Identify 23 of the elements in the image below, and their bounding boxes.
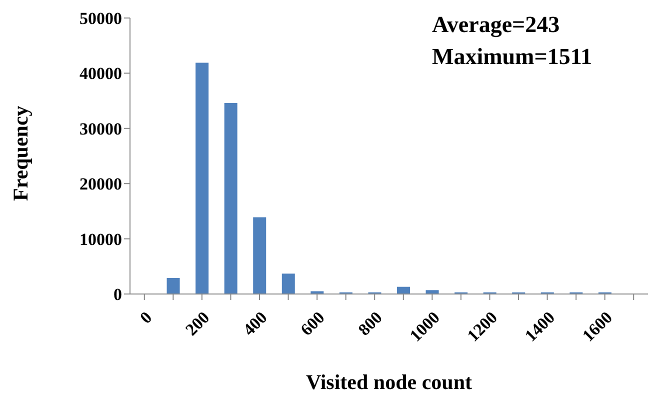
- y-axis-title: Frequency: [8, 105, 32, 201]
- y-tick-label: 50000: [80, 9, 122, 28]
- y-tick-label: 40000: [80, 64, 122, 84]
- x-tick-label: 800: [354, 308, 386, 340]
- bar: [166, 278, 180, 294]
- bar: [253, 217, 266, 294]
- x-tick-label: 600: [296, 308, 328, 340]
- y-tick-label: 20000: [80, 174, 122, 194]
- bar: [224, 103, 238, 294]
- bar: [426, 290, 439, 294]
- y-tick-label: 0: [114, 285, 122, 304]
- bar: [282, 274, 295, 294]
- bar: [310, 291, 324, 294]
- x-axis-title: Visited node count: [306, 370, 472, 394]
- bar: [196, 62, 209, 294]
- y-tick-label: 10000: [80, 230, 122, 249]
- x-tick-label: 400: [239, 308, 271, 340]
- annotation: Average=243: [432, 12, 560, 38]
- y-tick-label: 30000: [80, 119, 122, 138]
- x-tick-label: 0: [136, 308, 156, 328]
- annotation: Maximum=1511: [432, 44, 592, 70]
- bar: [397, 286, 410, 294]
- x-tick-label: 200: [182, 308, 214, 340]
